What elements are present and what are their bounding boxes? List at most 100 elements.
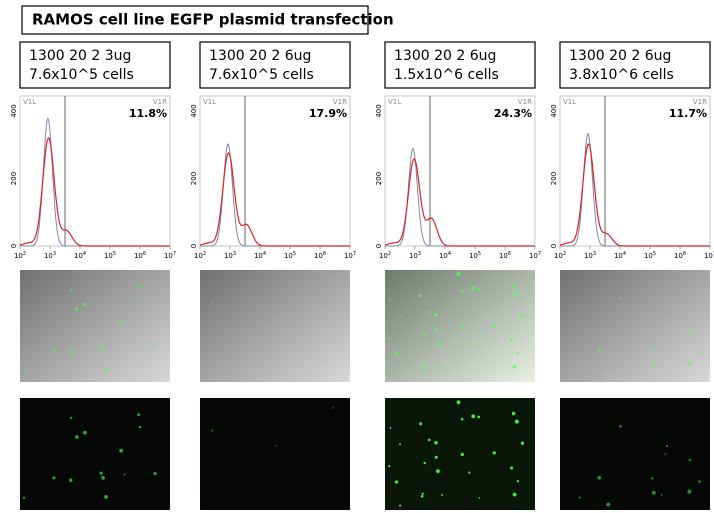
cell-dot	[389, 298, 392, 301]
cell-dot	[435, 469, 440, 474]
x-tick-base: 10	[554, 252, 563, 260]
cell-dot	[512, 492, 517, 497]
x-tick-exponent: 2	[23, 251, 26, 257]
y-tick-label: 400	[10, 104, 18, 117]
x-tick-label: 105	[104, 251, 116, 261]
cell-dot	[70, 288, 73, 292]
cell-dot	[210, 300, 214, 304]
sample-histogram	[384, 158, 535, 247]
x-tick-label: 102	[379, 251, 391, 261]
cell-dot	[423, 461, 426, 465]
panel-label: 1.5x10^6 cells	[394, 67, 499, 83]
cell-dot	[687, 361, 692, 366]
panel-label-box	[559, 41, 711, 89]
gate-left-label: V1L	[23, 98, 36, 106]
cell-dot	[514, 419, 519, 424]
cell-dot	[435, 341, 440, 346]
x-tick-label: 103	[224, 251, 236, 261]
cell-dot	[509, 466, 514, 470]
gate-percent: 11.7%	[669, 107, 707, 120]
x-tick-label: 105	[284, 251, 296, 261]
gate-left-label: V1L	[563, 98, 576, 106]
x-tick-exponent: 4	[448, 251, 451, 257]
cell-dot	[578, 368, 581, 371]
x-tick-exponent: 3	[593, 251, 596, 257]
cell-dot	[82, 302, 87, 307]
cell-dot	[477, 287, 481, 291]
panel-label: 3.8x10^6 cells	[569, 67, 674, 83]
cell-dot	[492, 451, 496, 455]
cell-dot	[512, 364, 517, 369]
cell-dot	[492, 323, 496, 327]
cell-dot	[597, 347, 602, 352]
cell-dot	[651, 349, 654, 352]
cell-dot	[511, 283, 516, 288]
cell-dot	[460, 289, 464, 293]
x-tick-base: 10	[674, 252, 683, 260]
cell-dot	[99, 471, 103, 475]
cell-dot	[69, 478, 73, 482]
cell-dot	[471, 414, 476, 419]
y-tick-label: 200	[375, 172, 383, 185]
x-tick-base: 10	[224, 252, 233, 260]
cell-dot	[275, 444, 278, 447]
cell-dot	[651, 490, 656, 495]
cell-dot	[210, 428, 214, 432]
cell-dot	[664, 452, 667, 455]
panel-label: 1300 20 2 6ug	[569, 48, 671, 64]
x-tick-base: 10	[614, 252, 623, 260]
x-tick-base: 10	[44, 252, 53, 260]
cell-dot	[388, 465, 391, 468]
x-tick-exponent: 7	[353, 251, 356, 257]
x-tick-label: 107	[164, 251, 176, 261]
cell-dot	[434, 312, 438, 317]
x-tick-label: 104	[439, 251, 451, 261]
cell-dot	[101, 475, 106, 480]
cell-dot	[460, 452, 464, 457]
cell-dot	[578, 496, 581, 499]
fluorescence-image	[20, 398, 170, 510]
cell-dot	[119, 448, 124, 453]
x-tick-exponent: 4	[263, 251, 266, 257]
cell-dot	[153, 472, 157, 476]
x-tick-label: 102	[194, 251, 206, 261]
sample-histogram	[19, 136, 170, 247]
x-tick-exponent: 4	[83, 251, 86, 257]
cell-dot	[456, 400, 461, 405]
x-tick-exponent: 7	[713, 251, 714, 257]
fluorescence-image	[560, 398, 710, 510]
x-tick-base: 10	[74, 252, 83, 260]
x-tick-base: 10	[134, 252, 143, 260]
cell-dot	[138, 425, 142, 429]
cell-dot	[104, 494, 108, 499]
y-tick-label: 0	[10, 244, 18, 248]
x-tick-exponent: 2	[388, 251, 391, 257]
plot-frame	[19, 95, 171, 247]
cell-dot	[619, 425, 622, 428]
y-tick-label: 200	[550, 172, 558, 185]
gate-right-label: V1R	[518, 98, 532, 106]
cell-dot	[651, 477, 654, 480]
cell-dot	[664, 324, 667, 327]
cell-dot	[687, 489, 692, 494]
fluorescence-image	[200, 398, 350, 510]
panel-label: 1300 20 2 6ug	[394, 48, 496, 64]
cell-dot	[137, 413, 141, 417]
x-tick-label: 105	[469, 251, 481, 261]
x-tick-exponent: 2	[563, 251, 566, 257]
cell-dot	[471, 286, 476, 291]
cell-dot	[75, 307, 79, 311]
cell-dot	[70, 416, 73, 420]
gate-left-label: V1L	[388, 98, 401, 106]
cell-dot	[468, 343, 471, 346]
x-tick-exponent: 7	[538, 251, 541, 257]
cell-dot	[516, 480, 520, 483]
x-tick-base: 10	[439, 252, 448, 260]
cell-dot	[660, 366, 663, 368]
cell-dot	[441, 366, 444, 368]
cell-dot	[52, 348, 56, 352]
x-tick-exponent: 3	[418, 251, 421, 257]
x-tick-base: 10	[164, 252, 173, 260]
gate-right-label: V1R	[153, 98, 167, 106]
